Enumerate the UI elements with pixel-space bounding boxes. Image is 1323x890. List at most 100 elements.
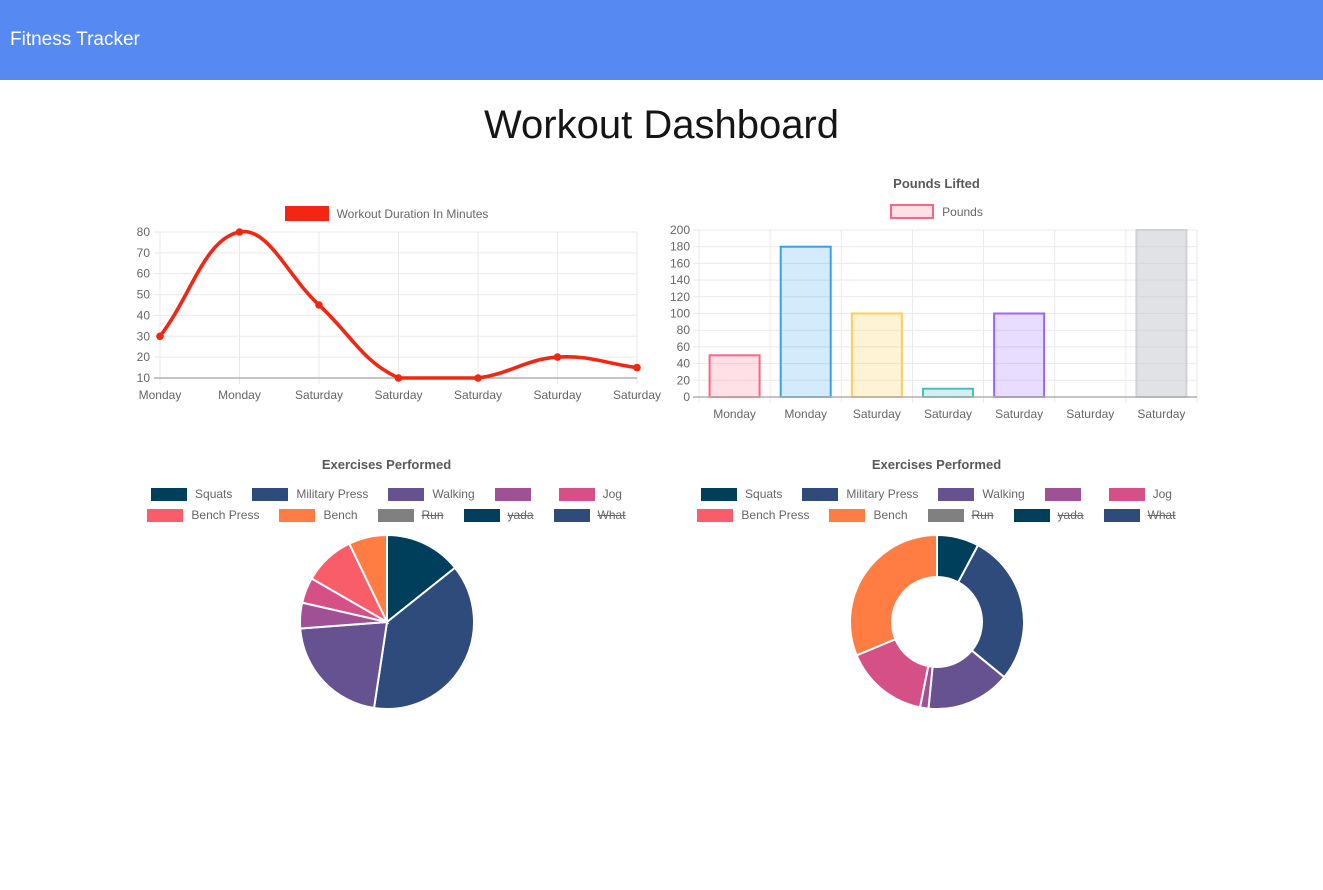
legend-item-bench-press[interactable]: Bench Press: [697, 508, 809, 522]
workout-duration-chart[interactable]: Workout Duration In Minutes 80 70 60 50 40 30…: [122, 170, 661, 430]
legend-item-run[interactable]: Run: [927, 508, 994, 522]
legend-item-run[interactable]: Run: [377, 508, 444, 522]
x-tick-label: Monday: [713, 407, 756, 421]
legend-label: Bench Press: [191, 508, 260, 522]
x-tick-label: Saturday: [923, 407, 971, 421]
chart-legend: Workout Duration In Minutes: [122, 206, 652, 221]
y-tick-label: 80: [136, 225, 150, 239]
y-tick-label: 70: [136, 246, 150, 260]
y-tick-label: 120: [669, 290, 689, 304]
legend-item-bench[interactable]: Bench: [279, 508, 358, 522]
data-point: [235, 228, 243, 236]
legend-item-military-press[interactable]: Military Press: [802, 487, 918, 501]
legend-swatch: [147, 508, 184, 522]
exercises-pie-chart[interactable]: Exercises Performed Squats Military Press…: [122, 455, 652, 714]
legend-row: Squats Military Press Walking Jog: [672, 487, 1202, 501]
y-tick-label: 40: [676, 357, 690, 371]
legend-label: Jog: [1152, 487, 1172, 501]
slice-military-press: [956, 543, 1025, 679]
legend-swatch: [927, 508, 964, 522]
legend-label: yada: [507, 508, 534, 522]
legend-item-yada[interactable]: yada: [1013, 508, 1084, 522]
app-title: Fitness Tracker: [10, 29, 140, 50]
charts-grid: Workout Duration In Minutes 80 70 60 50 40 30…: [122, 170, 1202, 714]
x-tick-label: Saturday: [1137, 407, 1185, 421]
slice-squats: [385, 533, 456, 625]
y-tick-label: 50: [136, 288, 150, 302]
legend-item-squats[interactable]: Squats: [151, 487, 232, 501]
legend-item-what[interactable]: What: [1103, 508, 1176, 522]
legend-item-walking[interactable]: Walking: [388, 487, 475, 501]
legend-label: What: [597, 508, 626, 522]
legend-swatch: [463, 508, 500, 522]
pie-plot[interactable]: [122, 530, 652, 714]
legend-label: Run: [421, 508, 444, 522]
data-point: [314, 301, 323, 309]
data-point: [394, 374, 402, 382]
bar-saturday-2: [850, 312, 903, 398]
legend-label: Run: [971, 508, 994, 522]
legend-item-jog[interactable]: Jog: [558, 487, 622, 501]
legend-row: Bench Press Bench Run yada What: [122, 508, 652, 522]
legend-item-yada[interactable]: yada: [463, 508, 534, 522]
legend-item-military-press[interactable]: Military Press: [252, 487, 368, 501]
legend-label: Squats: [745, 487, 783, 501]
legend-item-what[interactable]: What: [553, 508, 626, 522]
slice-bench: [347, 533, 388, 623]
legend-swatch: [1013, 508, 1050, 522]
legend-item-blank[interactable]: [1044, 487, 1089, 501]
y-tick-label: 30: [136, 329, 150, 343]
legend-item-pounds[interactable]: Pounds: [890, 204, 983, 219]
page-title: Workout Dashboard: [484, 103, 839, 147]
legend-item-squats[interactable]: Squats: [701, 487, 782, 501]
legend-item-workout-duration-in-minutes[interactable]: Workout Duration In Minutes: [284, 206, 488, 221]
chart-title: Exercises Performed: [321, 457, 452, 472]
legend-row: Bench Press Bench Run yada What: [672, 508, 1202, 522]
legend-item-bench[interactable]: Bench: [829, 508, 908, 522]
y-tick-label: 60: [136, 267, 150, 281]
line-plot[interactable]: 80 70 60 50 40 30 20 10 Monday Monday Saturday Satu…: [122, 225, 660, 405]
legend-swatch: [377, 508, 414, 522]
chart-legend: Pounds: [672, 204, 1202, 219]
legend-item-jog[interactable]: Jog: [1108, 487, 1172, 501]
slice-walking: [298, 620, 388, 710]
legend-label: Bench: [873, 508, 908, 522]
y-tick-label: 180: [669, 240, 689, 254]
legend-swatch: [697, 508, 734, 522]
legend-swatch: [284, 206, 329, 221]
legend-label: Walking: [982, 487, 1025, 501]
pounds-lifted-chart[interactable]: Pounds Lifted Pounds 200 180 160 140 120 100 8…: [669, 170, 1202, 430]
legend-item-walking[interactable]: Walking: [938, 487, 1025, 501]
legend-swatch: [1108, 487, 1145, 501]
legend-item-blank[interactable]: [494, 487, 539, 501]
x-tick-label: Saturday: [852, 407, 900, 421]
bar-monday-0: [708, 354, 761, 399]
legend-label: Walking: [432, 487, 475, 501]
legend-swatch: [890, 204, 935, 219]
y-tick-label: 80: [676, 323, 690, 337]
data-point: [155, 332, 164, 341]
slice-military-press: [372, 566, 475, 710]
exercises-doughnut-chart[interactable]: Exercises Performed Squats Military Press…: [672, 455, 1202, 714]
doughnut-plot[interactable]: [672, 530, 1202, 714]
x-tick-label: Saturday: [374, 388, 422, 402]
legend-item-bench-press[interactable]: Bench Press: [147, 508, 259, 522]
x-tick-label: Monday: [138, 388, 181, 402]
y-tick-label: 140: [669, 273, 689, 287]
legend-label: What: [1147, 508, 1176, 522]
y-tick-label: 20: [136, 350, 150, 364]
bar-saturday-6: [1134, 229, 1187, 398]
legend-row: Pounds: [672, 204, 1202, 219]
legend-swatch: [558, 487, 595, 501]
data-point: [473, 374, 482, 382]
x-tick-label: Monday: [218, 388, 261, 402]
legend-swatch: [279, 508, 316, 522]
legend-swatch: [388, 487, 425, 501]
x-tick-label: Monday: [784, 407, 827, 421]
chart-legend: Squats Military Press Walking Jog Bench Pres…: [122, 487, 652, 522]
legend-label: Bench: [323, 508, 358, 522]
x-tick-label: Saturday: [1066, 407, 1114, 421]
legend-label: Pounds: [942, 204, 983, 219]
y-tick-label: 0: [683, 390, 690, 404]
